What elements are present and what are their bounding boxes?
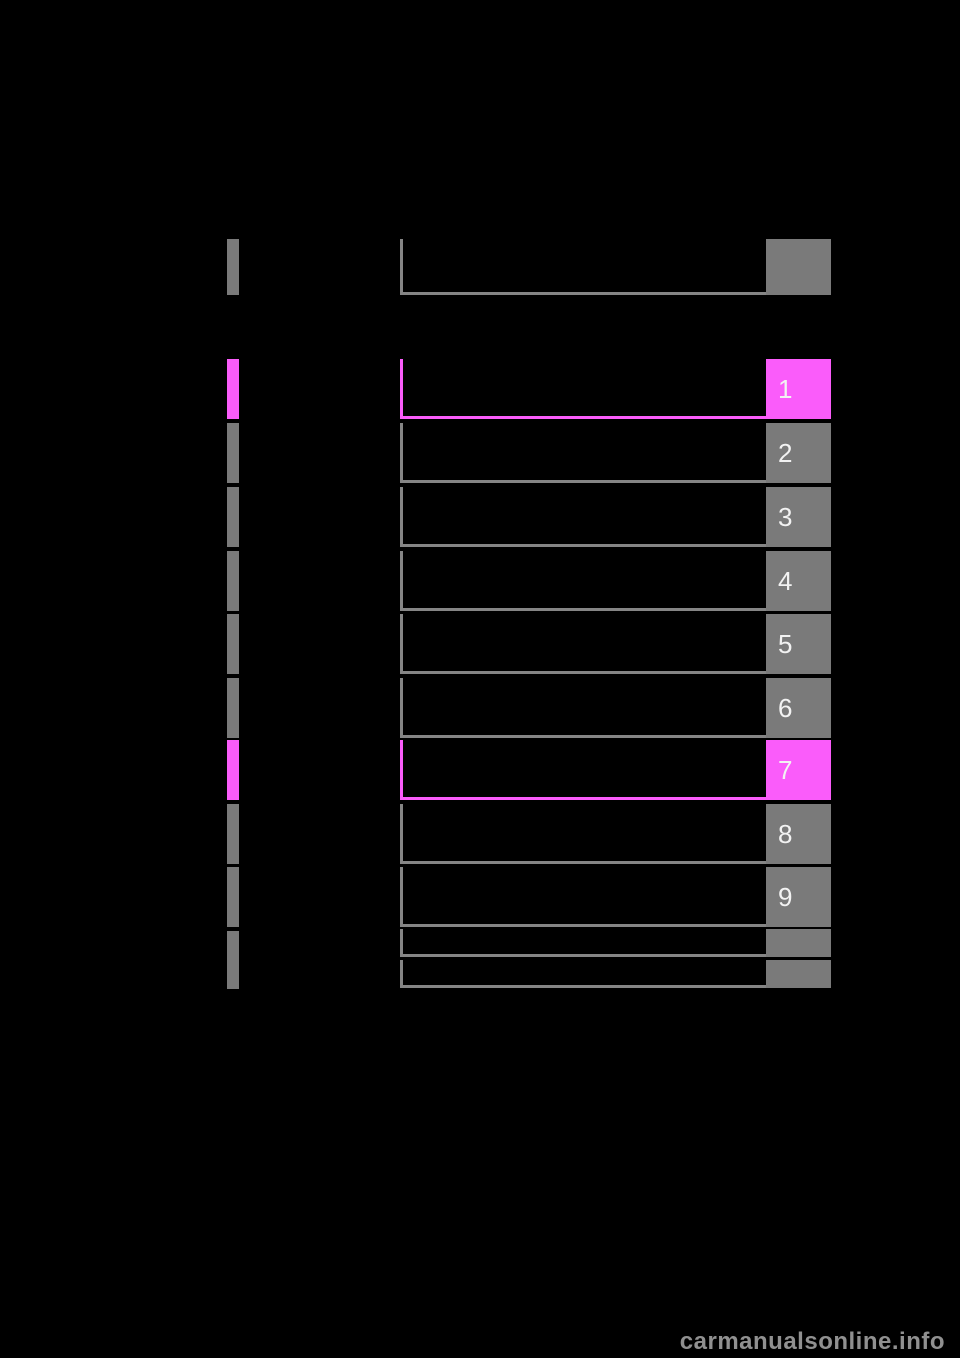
- row-divider-line: [400, 804, 766, 864]
- chapter-color-bar: [227, 359, 239, 419]
- row-divider-line: [400, 678, 766, 738]
- row-divider-line: [400, 487, 766, 547]
- toc-chapter-row[interactable]: 3: [0, 487, 960, 547]
- chapter-color-bar: [227, 423, 239, 483]
- toc-chapter-row[interactable]: [0, 929, 960, 957]
- chapter-number-tab[interactable]: 5: [766, 614, 831, 674]
- chapter-number-tab[interactable]: [766, 239, 831, 295]
- toc-chapter-row[interactable]: 4: [0, 551, 960, 611]
- chapter-number: 3: [778, 502, 793, 532]
- chapter-number-tab[interactable]: 9: [766, 867, 831, 927]
- row-divider-line: [400, 359, 766, 419]
- row-divider-line: [400, 423, 766, 483]
- chapter-number: 7: [778, 755, 793, 785]
- toc-chapter-row[interactable]: [0, 960, 960, 988]
- toc-chapter-row[interactable]: 5: [0, 614, 960, 674]
- toc-chapter-row[interactable]: 9: [0, 867, 960, 927]
- toc-chapter-row[interactable]: 2: [0, 423, 960, 483]
- row-divider-line: [400, 960, 766, 988]
- chapter-number-tab[interactable]: [766, 929, 831, 957]
- chapter-number: 9: [778, 882, 793, 912]
- chapter-number: 8: [778, 819, 793, 849]
- chapter-number-tab[interactable]: 7: [766, 740, 831, 800]
- chapter-color-bar: [227, 931, 239, 989]
- toc-chapter-row[interactable]: 1: [0, 359, 960, 419]
- toc-header-row[interactable]: [0, 239, 960, 295]
- chapter-number: 4: [778, 566, 793, 596]
- chapter-number-tab[interactable]: 8: [766, 804, 831, 864]
- chapter-color-bar: [227, 487, 239, 547]
- chapter-number-tab[interactable]: 6: [766, 678, 831, 738]
- chapter-number-tab[interactable]: 2: [766, 423, 831, 483]
- toc-chapter-row[interactable]: 7: [0, 740, 960, 800]
- toc-chapter-row[interactable]: 6: [0, 678, 960, 738]
- chapter-number-tab[interactable]: 1: [766, 359, 831, 419]
- row-divider-line: [400, 551, 766, 611]
- chapter-number: 5: [778, 629, 793, 659]
- chapter-color-bar: [227, 804, 239, 864]
- toc-chapter-row[interactable]: 8: [0, 804, 960, 864]
- chapter-color-bar: [227, 551, 239, 611]
- row-divider-line: [400, 929, 766, 957]
- chapter-color-bar: [227, 614, 239, 674]
- row-divider-line: [400, 239, 766, 295]
- watermark-text: carmanualsonline.info: [679, 1328, 945, 1355]
- chapter-number: 6: [778, 693, 793, 723]
- chapter-number: 1: [778, 374, 793, 404]
- chapter-number-tab[interactable]: 3: [766, 487, 831, 547]
- chapter-color-bar: [227, 239, 239, 295]
- chapter-number-tab[interactable]: [766, 960, 831, 988]
- chapter-number-tab[interactable]: 4: [766, 551, 831, 611]
- chapter-color-bar: [227, 740, 239, 800]
- row-divider-line: [400, 740, 766, 800]
- chapter-color-bar: [227, 678, 239, 738]
- chapter-color-bar: [227, 867, 239, 927]
- row-divider-line: [400, 867, 766, 927]
- row-divider-line: [400, 614, 766, 674]
- chapter-number: 2: [778, 438, 793, 468]
